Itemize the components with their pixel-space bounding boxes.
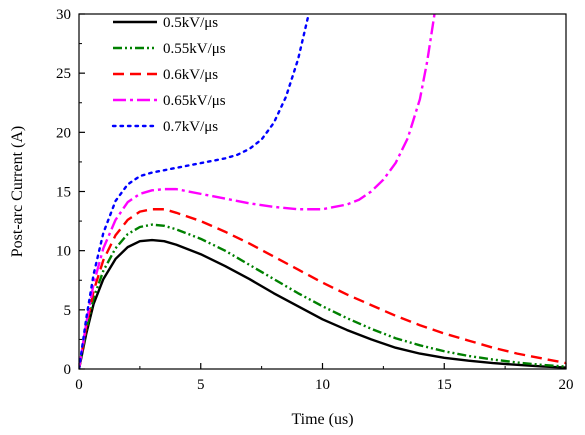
series-line-2 <box>79 223 566 369</box>
x-tick-label: 15 <box>437 377 452 393</box>
series-line-4 <box>79 14 436 369</box>
y-tick-label: 0 <box>64 362 72 378</box>
series-line-3 <box>79 208 566 369</box>
y-tick-label: 25 <box>56 66 71 82</box>
legend-label-2: 0.55kV/μs <box>163 41 226 57</box>
y-tick-label: 20 <box>56 125 71 141</box>
x-tick-label: 20 <box>559 377 574 393</box>
y-tick-label: 5 <box>64 303 72 319</box>
legend-label-1: 0.5kV/μs <box>163 15 218 31</box>
series-line-1 <box>79 238 566 369</box>
plot-lines <box>79 14 566 369</box>
x-tick-label: 5 <box>197 377 205 393</box>
legend: 0.5kV/μs 0.55kV/μs 0.6kV/μs 0.65kV/μs 0.7kV/… <box>111 15 226 135</box>
y-tick-label: 30 <box>56 7 71 23</box>
legend-label-4: 0.65kV/μs <box>163 93 226 109</box>
x-tick-label: 0 <box>75 377 83 393</box>
x-tick-label: 10 <box>315 377 330 393</box>
x-axis-title: Time (us) <box>291 411 353 428</box>
y-tick-label: 15 <box>56 185 71 201</box>
y-axis-title: Post-arc Current (A) <box>9 126 26 258</box>
y-axis: 0 5 10 15 20 25 30 <box>56 7 85 378</box>
y-tick-label: 10 <box>56 244 71 260</box>
series-line-5 <box>79 16 310 369</box>
legend-label-3: 0.6kV/μs <box>163 67 218 83</box>
legend-label-5: 0.7kV/μs <box>163 119 218 135</box>
x-axis: 0 5 10 15 20 <box>75 363 574 393</box>
